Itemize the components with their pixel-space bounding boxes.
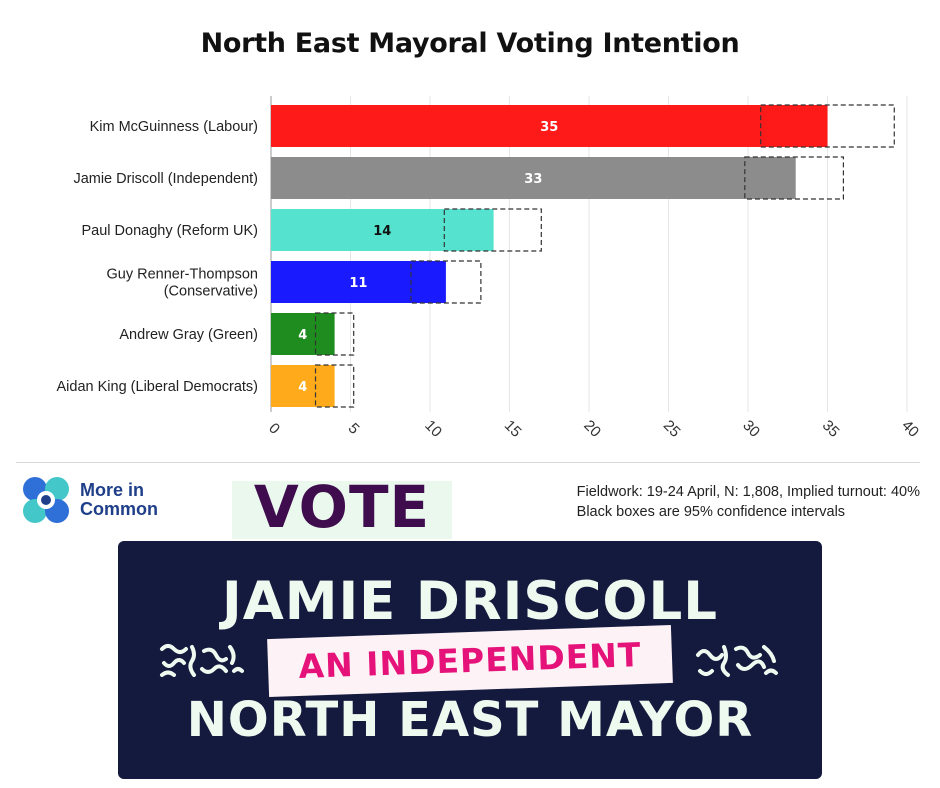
bar-value-label: 11 bbox=[349, 276, 367, 291]
bar bbox=[271, 365, 335, 407]
bar-value-label: 4 bbox=[298, 380, 307, 395]
x-tick-label: 40 bbox=[898, 417, 922, 441]
category-label: Aidan King (Liberal Democrats) bbox=[57, 379, 258, 395]
more-in-common-wordmark: More in Common bbox=[80, 481, 158, 519]
confidence-interval-box bbox=[314, 312, 355, 356]
bar bbox=[271, 209, 494, 251]
org-line-2: Common bbox=[80, 499, 158, 519]
banner-tagline: AN INDEPENDENT bbox=[297, 635, 642, 686]
source-notes: Fieldwork: 19-24 April, N: 1,808, Implie… bbox=[577, 482, 920, 522]
bar-value-label: 14 bbox=[373, 224, 391, 239]
category-label: Paul Donaghy (Reform UK) bbox=[82, 223, 259, 239]
banner-tag-box: AN INDEPENDENT bbox=[267, 624, 673, 698]
category-label: Guy Renner-Thompson bbox=[106, 267, 258, 283]
more-in-common-logo-icon bbox=[23, 477, 69, 523]
chart-title: North East Mayoral Voting Intention bbox=[200, 28, 740, 59]
bar-value-label: 35 bbox=[540, 120, 558, 135]
bar bbox=[271, 157, 796, 199]
squiggle-decoration-icon bbox=[696, 645, 778, 677]
bar-value-label: 4 bbox=[298, 328, 307, 343]
bar bbox=[271, 105, 828, 147]
org-line-1: More in bbox=[80, 480, 145, 500]
confidence-interval-box bbox=[760, 104, 895, 148]
divider bbox=[16, 462, 920, 463]
category-label: Jamie Driscoll (Independent) bbox=[73, 171, 258, 187]
squiggle-decoration-icon bbox=[160, 644, 244, 677]
bar bbox=[271, 261, 446, 303]
x-tick-label: 20 bbox=[580, 417, 604, 441]
bar-chart: 35 Kim McGuinness (Labour) 33 Jamie Driscol… bbox=[57, 96, 922, 441]
vote-heading: VOTE bbox=[253, 473, 431, 541]
banner-office: NORTH EAST MAYOR bbox=[186, 692, 754, 748]
x-tick-label: 25 bbox=[660, 417, 684, 441]
category-label: Andrew Gray (Green) bbox=[119, 327, 258, 343]
category-label: Kim McGuinness (Labour) bbox=[90, 119, 258, 135]
x-tick-label: 30 bbox=[739, 417, 763, 441]
x-tick-label: 0 bbox=[265, 420, 283, 438]
confidence-note: Black boxes are 95% confidence intervals bbox=[576, 504, 846, 520]
campaign-banner: JAMIE DRISCOLL AN INDEPENDENT NORTH EAST… bbox=[118, 541, 822, 779]
x-tick-label: 5 bbox=[345, 420, 363, 438]
category-label: (Conservative) bbox=[164, 284, 258, 300]
confidence-interval-box bbox=[744, 156, 845, 200]
bar bbox=[271, 313, 335, 355]
fieldwork-text: Fieldwork: 19-24 April, N: 1,808, Implie… bbox=[576, 484, 920, 500]
confidence-interval-box bbox=[314, 364, 355, 408]
confidence-interval-box bbox=[410, 260, 482, 304]
x-tick-label: 10 bbox=[421, 417, 445, 441]
vote-background bbox=[232, 481, 452, 539]
x-tick-label: 15 bbox=[501, 417, 525, 441]
bar-value-label: 33 bbox=[524, 172, 542, 187]
confidence-interval-box bbox=[443, 208, 542, 252]
x-tick-label: 35 bbox=[819, 417, 843, 441]
banner-candidate-name: JAMIE DRISCOLL bbox=[221, 571, 719, 632]
